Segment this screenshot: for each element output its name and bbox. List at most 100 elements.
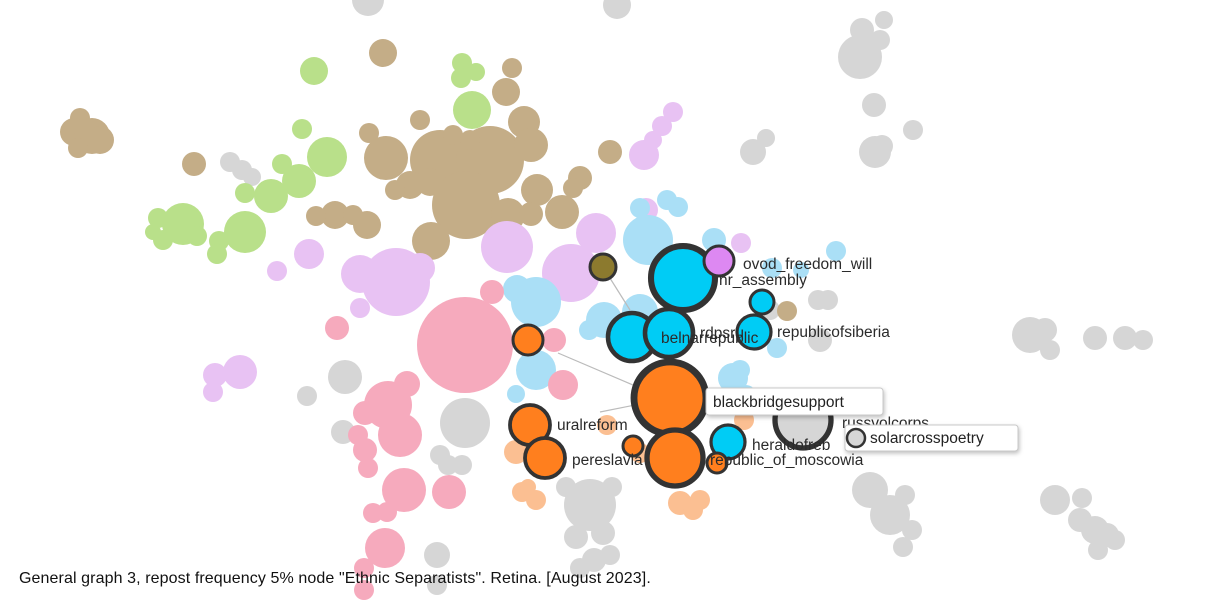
- lavender-node: [663, 102, 683, 122]
- light_blue-node: [516, 350, 556, 390]
- green-node: [224, 211, 266, 253]
- tan-node: [519, 202, 543, 226]
- label-ovod-freedom-will: ovod_freedom_will: [743, 256, 872, 273]
- grey-node: [757, 129, 775, 147]
- lavender-node: [542, 244, 600, 302]
- light_blue-node: [668, 197, 688, 217]
- light_blue-node: [630, 198, 650, 218]
- grey-node: [1133, 330, 1153, 350]
- green-node: [452, 53, 472, 73]
- grey-node: [740, 139, 766, 165]
- peach-node: [690, 490, 710, 510]
- green-node: [187, 226, 207, 246]
- grey-node: [438, 455, 458, 475]
- grey-node: [1040, 340, 1060, 360]
- tooltip-blackbridgesupport-text: blackbridgesupport: [713, 394, 845, 411]
- label-republicofsiberia: republicofsiberia: [777, 324, 890, 341]
- tan-node: [443, 125, 463, 145]
- tan-node: [432, 171, 500, 239]
- grey-node: [875, 11, 893, 29]
- lavender-node: [731, 233, 751, 253]
- grey-node: [838, 35, 882, 79]
- light_blue-node: [762, 258, 782, 278]
- tan-node: [777, 301, 797, 321]
- tan-node: [353, 211, 381, 239]
- light_blue-node: [579, 320, 599, 340]
- green-node: [145, 224, 161, 240]
- lavender-node: [652, 116, 672, 136]
- tan-node: [521, 174, 553, 206]
- nr-assembly-node: [647, 242, 719, 314]
- peach-node: [597, 415, 617, 435]
- lavender-node: [294, 239, 324, 269]
- pink-node: [394, 371, 420, 397]
- tan-node: [492, 78, 520, 106]
- grey-node: [591, 521, 615, 545]
- pink-node: [417, 297, 513, 393]
- republicofsiberia-node: [735, 313, 773, 351]
- grey-node: [603, 0, 631, 19]
- tan-node: [545, 195, 579, 229]
- label-uralreform: uralreform: [557, 417, 628, 434]
- green-node: [254, 179, 288, 213]
- lavender-node: [267, 261, 287, 281]
- tan-node: [86, 126, 114, 154]
- pink-node: [480, 280, 504, 304]
- tan-node: [182, 152, 206, 176]
- lavender-node: [223, 355, 257, 389]
- grey-node: [808, 328, 832, 352]
- label-republic-of-moscowia: republic_of_moscowia: [710, 452, 864, 469]
- light_blue-node: [507, 385, 525, 403]
- green-node: [467, 63, 485, 81]
- grey-node: [440, 398, 490, 448]
- grey-node: [871, 135, 893, 157]
- green-node: [235, 183, 255, 203]
- lavender-node: [481, 221, 533, 273]
- tan-node: [364, 136, 408, 180]
- highlighted-nodes: [508, 242, 834, 489]
- light_blue-node: [503, 275, 531, 303]
- solarcrosspoetry-node: [845, 427, 867, 449]
- label-pereslavia: pereslavia: [572, 452, 643, 469]
- pink-node: [378, 413, 422, 457]
- grey-node: [328, 360, 362, 394]
- green-node: [207, 244, 227, 264]
- pink-node: [354, 558, 374, 578]
- peach-node: [526, 490, 546, 510]
- olive-node: [588, 252, 618, 282]
- grey-node: [564, 479, 616, 531]
- grey-node: [903, 120, 923, 140]
- grey-node: [1088, 540, 1108, 560]
- tooltip-solarcrosspoetry-text: solarcrosspoetry: [870, 430, 984, 447]
- green-node: [300, 57, 328, 85]
- tan-node: [68, 138, 88, 158]
- pereslavia-node: [523, 436, 567, 480]
- pink-node: [365, 528, 405, 568]
- label-nr-assembly: nr_assembly: [719, 272, 807, 289]
- label-heraldofreb: heraldofreb: [752, 437, 830, 454]
- tan-node: [412, 222, 450, 260]
- tan-node: [563, 178, 583, 198]
- grey-node: [1040, 485, 1070, 515]
- tan-node: [306, 206, 326, 226]
- pink-node: [377, 502, 397, 522]
- grey-node: [556, 477, 576, 497]
- green-node: [453, 91, 491, 129]
- grey-node: [1033, 318, 1057, 342]
- grey-node: [352, 0, 384, 16]
- green-node: [282, 164, 316, 198]
- grey-node: [870, 495, 910, 535]
- cyan-node-small: [748, 288, 776, 316]
- tan-node: [502, 58, 522, 78]
- light_blue-node: [826, 241, 846, 261]
- republic-of-moscowia-node: [644, 427, 706, 489]
- pink-node: [353, 438, 377, 462]
- pink-node: [542, 328, 566, 352]
- pink-node: [432, 475, 466, 509]
- tan-node: [359, 123, 379, 143]
- grey-node: [600, 545, 620, 565]
- heraldofreb-node: [709, 423, 747, 461]
- grey-node: [427, 575, 447, 595]
- tan-node: [460, 130, 480, 150]
- light_blue-node: [767, 338, 787, 358]
